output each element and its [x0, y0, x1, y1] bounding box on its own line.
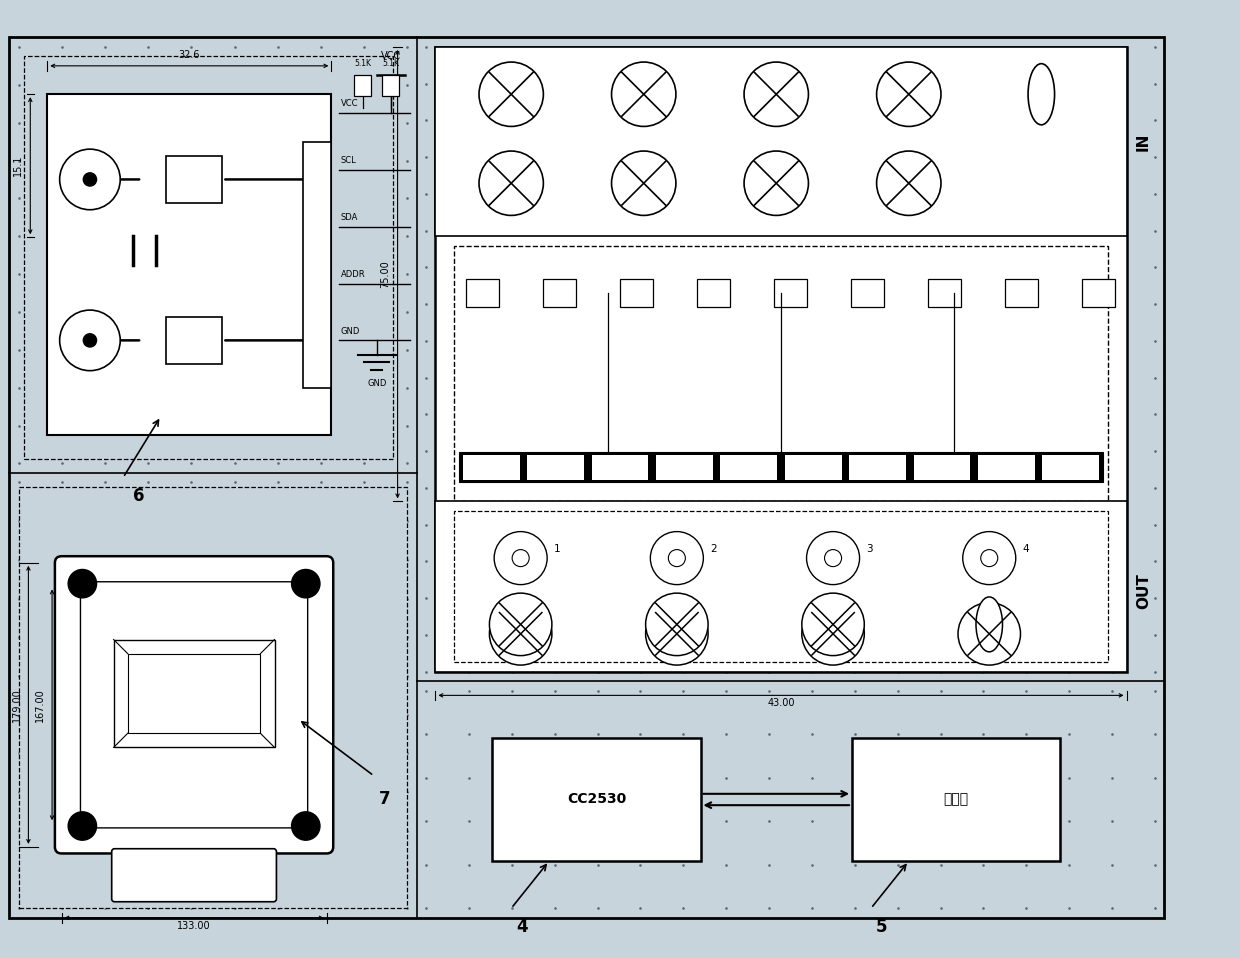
Circle shape: [802, 593, 864, 655]
Text: 7: 7: [378, 790, 391, 808]
Text: 32.6: 32.6: [179, 50, 200, 60]
Circle shape: [877, 62, 941, 126]
Bar: [852, 738, 1060, 861]
Circle shape: [291, 811, 320, 840]
Bar: [19, 487, 407, 908]
Text: 5.1K: 5.1K: [382, 58, 399, 68]
Circle shape: [495, 532, 547, 584]
Circle shape: [962, 532, 1016, 584]
Bar: [454, 245, 1107, 501]
Bar: [128, 653, 260, 733]
Bar: [303, 142, 331, 388]
Text: 协调器: 协调器: [944, 792, 968, 807]
Bar: [620, 279, 653, 308]
Circle shape: [877, 151, 941, 216]
Bar: [697, 279, 730, 308]
Circle shape: [744, 62, 808, 126]
Bar: [435, 47, 1126, 237]
Text: 15.1: 15.1: [12, 155, 22, 176]
Bar: [114, 640, 274, 747]
Ellipse shape: [976, 597, 1002, 651]
Circle shape: [291, 569, 320, 598]
Bar: [466, 279, 500, 308]
Text: 2: 2: [190, 174, 198, 185]
Text: GND: GND: [341, 327, 360, 335]
Bar: [543, 279, 577, 308]
Circle shape: [490, 593, 552, 655]
Bar: [978, 455, 1034, 480]
Circle shape: [611, 62, 676, 126]
Text: 3: 3: [867, 544, 873, 554]
Bar: [166, 317, 222, 364]
Circle shape: [802, 603, 864, 665]
Text: 179.00: 179.00: [11, 688, 22, 721]
Bar: [851, 279, 884, 308]
Circle shape: [479, 62, 543, 126]
Circle shape: [68, 569, 97, 598]
Text: VCC: VCC: [341, 100, 358, 108]
Circle shape: [83, 333, 97, 347]
Bar: [1081, 279, 1115, 308]
Bar: [166, 156, 222, 203]
FancyBboxPatch shape: [112, 849, 277, 901]
Circle shape: [60, 310, 120, 371]
Bar: [459, 452, 1102, 483]
Circle shape: [490, 603, 552, 665]
Circle shape: [60, 149, 120, 210]
Text: 6: 6: [133, 487, 144, 505]
Text: SDA: SDA: [341, 213, 358, 222]
Circle shape: [68, 811, 97, 840]
Text: IN: IN: [1136, 132, 1151, 150]
Bar: [435, 47, 1126, 672]
Bar: [928, 279, 961, 308]
Text: VCC: VCC: [381, 51, 401, 61]
Text: 4: 4: [516, 918, 527, 936]
Bar: [1043, 455, 1099, 480]
Text: 133.00: 133.00: [177, 921, 211, 930]
Text: 3: 3: [190, 335, 198, 346]
Bar: [720, 455, 777, 480]
Bar: [24, 57, 393, 459]
FancyBboxPatch shape: [55, 557, 334, 854]
Bar: [591, 455, 649, 480]
Text: SCL: SCL: [341, 156, 357, 165]
Circle shape: [806, 532, 859, 584]
Circle shape: [646, 603, 708, 665]
Text: CC2530: CC2530: [567, 792, 626, 807]
Text: ADDR: ADDR: [341, 270, 366, 279]
Text: 167.00: 167.00: [35, 688, 45, 721]
Bar: [785, 455, 842, 480]
Ellipse shape: [1028, 63, 1054, 125]
Text: 2: 2: [711, 544, 717, 554]
Bar: [454, 511, 1107, 662]
Bar: [1004, 279, 1038, 308]
Text: 43.00: 43.00: [768, 698, 795, 708]
Circle shape: [650, 532, 703, 584]
Text: 5: 5: [875, 918, 887, 936]
Circle shape: [479, 151, 543, 216]
Circle shape: [611, 151, 676, 216]
Bar: [47, 94, 331, 435]
Text: 75.00: 75.00: [379, 261, 391, 288]
Circle shape: [959, 603, 1021, 665]
Bar: [527, 455, 584, 480]
Bar: [355, 76, 371, 96]
Text: 1: 1: [554, 544, 560, 554]
Text: GND: GND: [367, 378, 387, 388]
Bar: [656, 455, 713, 480]
Bar: [492, 738, 701, 861]
Bar: [849, 455, 906, 480]
Circle shape: [646, 593, 708, 655]
Text: 4: 4: [1023, 544, 1029, 554]
Text: OUT: OUT: [1136, 573, 1151, 609]
Bar: [914, 455, 971, 480]
Bar: [463, 455, 520, 480]
Circle shape: [83, 172, 97, 186]
Bar: [382, 76, 399, 96]
Text: 5.1K: 5.1K: [355, 58, 371, 68]
Bar: [774, 279, 807, 308]
Circle shape: [744, 151, 808, 216]
Bar: [435, 501, 1126, 672]
